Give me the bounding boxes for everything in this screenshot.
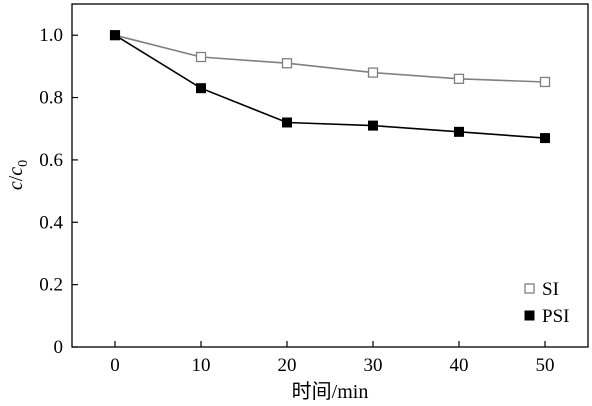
data-point-psi bbox=[368, 120, 378, 131]
y-axis-title-sep: / bbox=[5, 175, 27, 181]
y-axis-title-sub: 0 bbox=[16, 160, 31, 167]
data-point-si bbox=[281, 58, 293, 69]
series-layer bbox=[109, 30, 551, 144]
data-point-si bbox=[453, 73, 465, 84]
legend-marker-psi bbox=[524, 310, 535, 321]
legend: SI PSI bbox=[524, 279, 569, 327]
y-axis-title-main: c bbox=[5, 181, 27, 190]
legend-marker-si bbox=[524, 283, 535, 294]
x-tick-label: 0 bbox=[110, 355, 120, 376]
y-tick-label: 0.4 bbox=[39, 212, 63, 233]
x-tick-label: 30 bbox=[364, 355, 383, 376]
x-tick-label: 40 bbox=[450, 355, 469, 376]
y-tick-label: 1.0 bbox=[39, 25, 63, 46]
data-point-si bbox=[195, 51, 207, 63]
data-point-psi bbox=[540, 133, 550, 144]
plot-frame bbox=[71, 3, 589, 348]
series-line-psi bbox=[114, 34, 546, 139]
y-axis-ticks: 0 0.2 0.4 0.6 0.8 1.0 bbox=[39, 25, 78, 358]
data-point-psi bbox=[110, 30, 120, 41]
data-point-psi bbox=[282, 117, 292, 128]
x-tick-label: 10 bbox=[192, 355, 211, 376]
data-point-si bbox=[539, 76, 551, 88]
y-tick-label: 0.8 bbox=[39, 88, 63, 109]
y-axis-title-base: c bbox=[5, 167, 27, 176]
data-point-psi bbox=[454, 126, 464, 137]
x-tick-label: 20 bbox=[278, 355, 297, 376]
data-point-si bbox=[367, 67, 379, 78]
x-tick-label: 50 bbox=[536, 355, 555, 376]
y-tick-label: 0.6 bbox=[39, 150, 63, 171]
legend-label-psi: PSI bbox=[542, 306, 569, 327]
data-point-psi bbox=[196, 83, 206, 94]
x-axis-ticks: 0 10 20 30 40 50 bbox=[110, 341, 555, 376]
y-tick-label: 0 bbox=[54, 337, 64, 358]
x-axis-title: 时间/min bbox=[292, 380, 369, 403]
legend-label-si: SI bbox=[542, 279, 559, 300]
series-line-si bbox=[114, 34, 546, 83]
y-axis-title: c/c0 bbox=[5, 160, 31, 190]
y-tick-label: 0.2 bbox=[39, 275, 63, 296]
